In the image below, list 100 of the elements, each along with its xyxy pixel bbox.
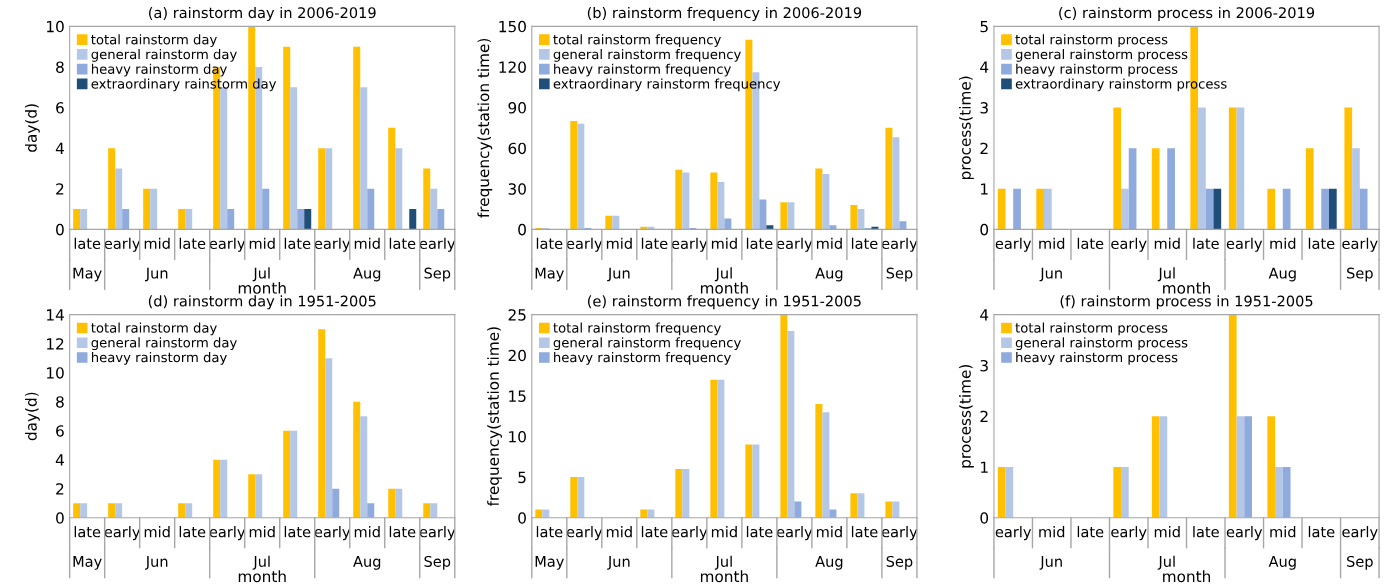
y-tick-label: 20 <box>508 349 526 362</box>
x-tick-label: mid <box>354 526 380 538</box>
x-tick-label: late <box>851 237 878 249</box>
chart-title: (c) rainstorm process in 2006-2019 <box>1059 6 1315 22</box>
x-tick-label: early <box>881 237 918 252</box>
x-axis-title: month <box>1163 281 1211 294</box>
x-tick-label: mid <box>1154 526 1180 538</box>
y-tick-label: 4 <box>55 142 64 154</box>
text: Sep <box>1347 555 1373 570</box>
x-tick-label: early <box>209 237 246 252</box>
y-tick-label: 5 <box>980 20 988 33</box>
x-tick-label: early <box>104 237 141 252</box>
text: Sep <box>424 555 451 570</box>
text: May <box>535 556 564 570</box>
legend-label: total rainstorm day <box>91 322 217 336</box>
x-tick-label: late <box>851 526 878 538</box>
x-tick-label: mid <box>606 526 632 538</box>
y-axis-title: process(time) <box>959 76 974 180</box>
x-tick-label: mid <box>1039 237 1065 249</box>
y-tick-label: 120 <box>499 61 526 73</box>
x-tick-label: early <box>1342 237 1378 252</box>
legend-label: heavy rainstorm process <box>1016 352 1178 365</box>
x-tick-label: mid <box>1154 237 1180 249</box>
y-tick-label: 2 <box>56 483 64 495</box>
x-tick-label: early <box>1226 526 1263 541</box>
chart-title: (a) rainstorm day in 2006-2019 <box>149 6 376 22</box>
text: Aug <box>1268 556 1296 570</box>
legend-label: general rainstorm frequency <box>553 337 741 351</box>
text: Jul <box>714 267 732 282</box>
text: Jul <box>1157 267 1175 282</box>
x-tick-label: late <box>284 526 311 538</box>
legend-label: total rainstorm frequency <box>553 34 721 48</box>
x-tick-label: early <box>881 526 918 541</box>
x-tick-label: mid <box>816 526 842 538</box>
x-tick-label: mid <box>144 237 170 249</box>
y-tick-label: 8 <box>56 61 64 73</box>
x-tick-label: mid <box>354 237 380 249</box>
text: Jul <box>1157 555 1175 570</box>
y-tick-label: 2 <box>980 142 988 154</box>
x-tick-label: late <box>74 526 101 538</box>
x-tick-label: early <box>314 237 351 252</box>
x-tick-label: mid <box>1039 526 1065 538</box>
text: Aug <box>353 267 381 282</box>
y-tick-label: 4 <box>980 309 989 321</box>
text: May <box>535 267 564 282</box>
x-tick-label: early <box>1111 526 1147 541</box>
x-tick-label: late <box>179 237 206 249</box>
y-tick-label: 3 <box>980 102 988 114</box>
y-tick-label: 0 <box>56 223 64 236</box>
legend-label: total rainstorm day <box>91 34 217 48</box>
x-tick-label: late <box>389 526 416 538</box>
y-tick-label: 10 <box>47 20 64 33</box>
x-tick-label: early <box>566 237 603 252</box>
text: Aug <box>353 556 381 570</box>
x-tick-label: early <box>995 526 1032 541</box>
x-tick-label: early <box>209 526 246 541</box>
legend-label: heavy rainstorm process <box>1016 63 1178 77</box>
x-tick-label: mid <box>144 526 170 538</box>
x-tick-label: late <box>1193 526 1219 538</box>
text: Sep <box>886 267 913 282</box>
chart-title: (f) rainstorm process in 1951-2005 <box>1060 295 1313 310</box>
y-tick-label: 1 <box>981 461 988 473</box>
y-tick-label: 12 <box>47 338 64 350</box>
x-tick-label: mid <box>249 526 275 538</box>
y-axis-title: frequency(station time) <box>477 38 493 218</box>
text: Jul <box>714 555 732 570</box>
y-tick-label: 4 <box>55 454 64 466</box>
text: Sep <box>1347 267 1373 282</box>
x-tick-label: late <box>179 526 206 538</box>
text: Jun <box>145 556 168 570</box>
text: Jun <box>145 267 168 282</box>
y-tick-label: 0 <box>518 512 526 524</box>
x-tick-label: early <box>1111 237 1147 252</box>
legend-label: total rainstorm process <box>1015 322 1168 336</box>
y-tick-label: 10 <box>47 367 64 379</box>
x-tick-label: early <box>995 237 1032 252</box>
x-tick-label: late <box>389 237 416 249</box>
y-tick-label: 0 <box>980 223 989 236</box>
x-tick-label: early <box>419 526 456 541</box>
x-tick-label: late <box>536 237 563 249</box>
text: Jun <box>1039 267 1062 282</box>
chart-title: (e) rainstorm frequency in 1951-2005 <box>588 295 861 310</box>
x-tick-label: late <box>1308 237 1335 249</box>
y-tick-label: 150 <box>499 20 526 33</box>
y-axis-title: day(d) <box>25 104 40 152</box>
x-tick-label: late <box>746 526 773 538</box>
text: Jul <box>252 267 270 282</box>
x-tick-label: late <box>1193 237 1219 249</box>
chart-title: (d) rainstorm day in 1951-2005 <box>148 295 376 310</box>
y-tick-label: 5 <box>518 471 526 484</box>
y-tick-label: 0 <box>980 512 989 524</box>
x-tick-label: mid <box>1270 237 1296 249</box>
x-axis-title: month <box>700 281 748 294</box>
legend-label: general rainstorm frequency <box>553 48 741 62</box>
legend-label: general rainstorm process <box>1015 48 1188 62</box>
x-tick-label: early <box>776 237 813 252</box>
legend-label: total rainstorm process <box>1015 34 1168 48</box>
x-tick-label: late <box>746 237 773 249</box>
y-tick-label: 15 <box>509 390 526 402</box>
text: Aug <box>1268 267 1296 282</box>
